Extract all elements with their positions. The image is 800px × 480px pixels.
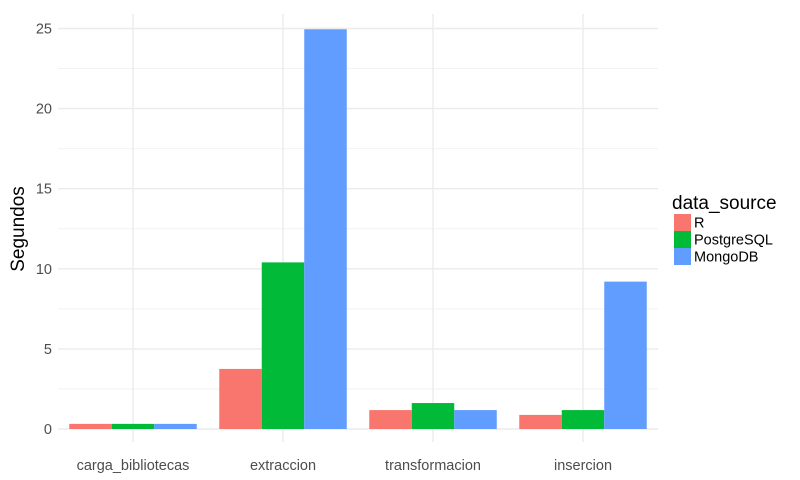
- x-tick-label: insercion: [554, 458, 612, 474]
- y-axis-ticks: 0 5 10 15 20 25: [36, 22, 52, 439]
- bar-mongodb-extraccion: [304, 29, 347, 430]
- bar-r-insercion: [519, 414, 562, 429]
- y-tick-label: 0: [44, 422, 52, 438]
- grid-lines: [58, 14, 658, 442]
- bar-r-extraccion: [219, 368, 262, 429]
- legend-title: data_source: [672, 193, 777, 214]
- bars-group: [69, 29, 647, 430]
- bar-mongodb-transformacion: [454, 410, 497, 429]
- legend-label-mongodb: MongoDB: [694, 250, 758, 266]
- y-tick-label: 25: [36, 22, 52, 38]
- legend-key-r: [674, 214, 691, 231]
- y-tick-label: 15: [36, 182, 52, 198]
- bar-mongodb-insercion: [604, 281, 647, 429]
- legend-label-r: R: [694, 216, 704, 232]
- legend-label-postgresql: PostgreSQL: [694, 233, 773, 249]
- bar-r-carga_bibliotecas: [69, 423, 112, 429]
- x-tick-label: carga_bibliotecas: [77, 458, 190, 474]
- bar-postgresql-carga_bibliotecas: [111, 423, 155, 429]
- bar-postgresql-extraccion: [261, 262, 305, 429]
- y-tick-label: 20: [36, 102, 52, 118]
- y-tick-label: 10: [36, 262, 52, 278]
- y-axis-title: Segundos: [8, 186, 29, 272]
- x-axis-ticks: carga_bibliotecas extraccion transformacio…: [77, 458, 612, 474]
- bar-mongodb-carga_bibliotecas: [154, 423, 197, 429]
- x-tick-label: transformacion: [385, 458, 481, 474]
- legend-key-mongodb: [674, 248, 691, 265]
- bar-r-transformacion: [369, 410, 412, 429]
- bar-postgresql-transformacion: [411, 403, 455, 429]
- bar-postgresql-insercion: [561, 410, 605, 429]
- y-tick-label: 5: [44, 342, 52, 358]
- legend-key-postgresql: [674, 231, 691, 248]
- x-tick-label: extraccion: [250, 458, 316, 474]
